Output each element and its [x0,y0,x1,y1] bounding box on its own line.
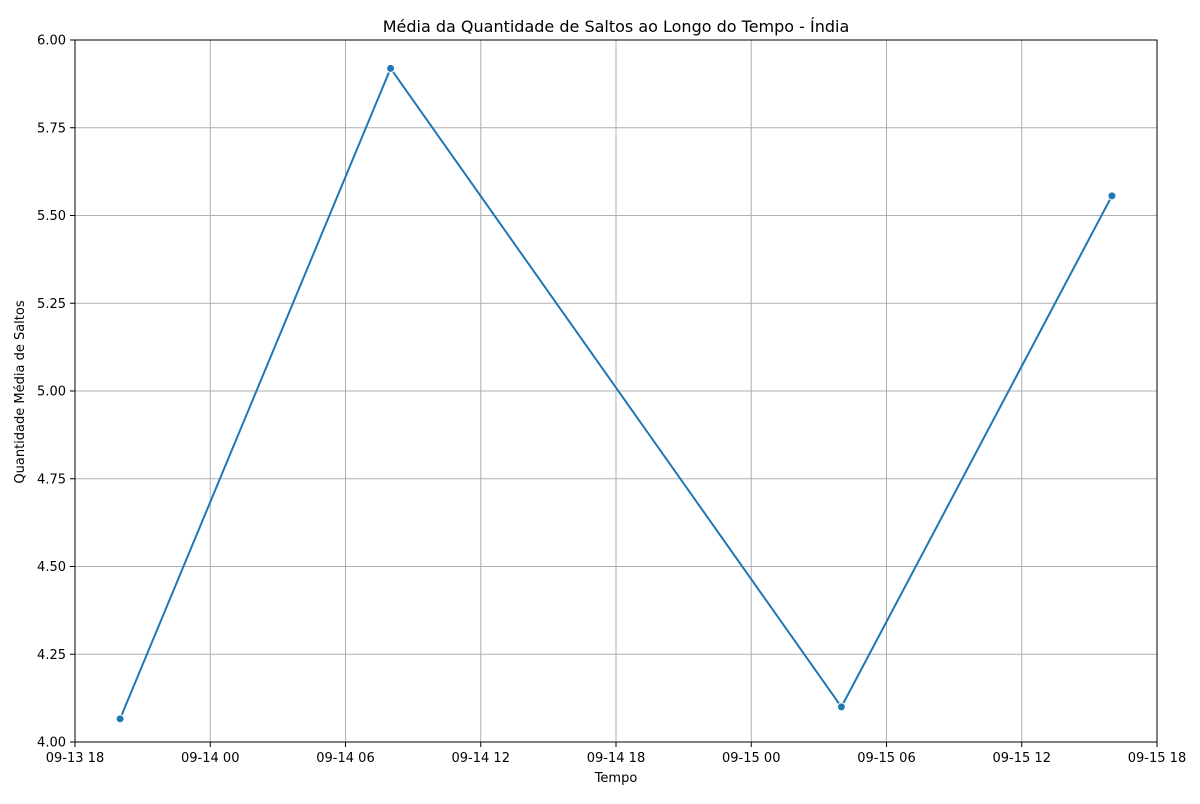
y-tick-label: 5.50 [37,209,66,224]
data-point [1107,191,1117,201]
grid [74,39,1158,743]
y-tick-label: 6.00 [37,34,66,49]
x-tick-label: 09-14 18 [587,751,645,766]
axes: 09-13 18 09-14 00 09-14 06 09-14 12 09-14 18… [37,34,1186,767]
series-line [119,67,1113,720]
x-tick-label: 09-15 18 [1128,751,1186,766]
x-tick-label: 09-14 00 [181,751,239,766]
x-tick-label: 09-14 06 [316,751,374,766]
x-tick-label: 09-15 00 [722,751,780,766]
data-point [386,63,396,73]
y-tick-label: 4.00 [37,736,66,751]
series-layer [115,63,1117,724]
x-tick-label: 09-13 18 [46,751,104,766]
data-point [115,714,125,724]
x-tick-label: 09-14 12 [452,751,510,766]
x-tick-label: 09-15 12 [993,751,1051,766]
y-axis-label: Quantidade Média de Saltos [13,300,28,483]
y-tick-label: 4.75 [37,472,66,487]
y-tick-label: 5.75 [37,121,66,136]
y-tick-label: 4.50 [37,560,66,575]
x-axis-label: Tempo [594,771,638,786]
y-tick-label: 4.25 [37,648,66,663]
plot-frame [74,39,1158,743]
chart-title: Média da Quantidade de Saltos ao Longo d… [383,17,850,36]
y-tick-label: 5.25 [37,297,66,312]
y-tick-label: 5.00 [37,385,66,400]
data-point [836,702,846,712]
x-tick-label: 09-15 06 [857,751,915,766]
